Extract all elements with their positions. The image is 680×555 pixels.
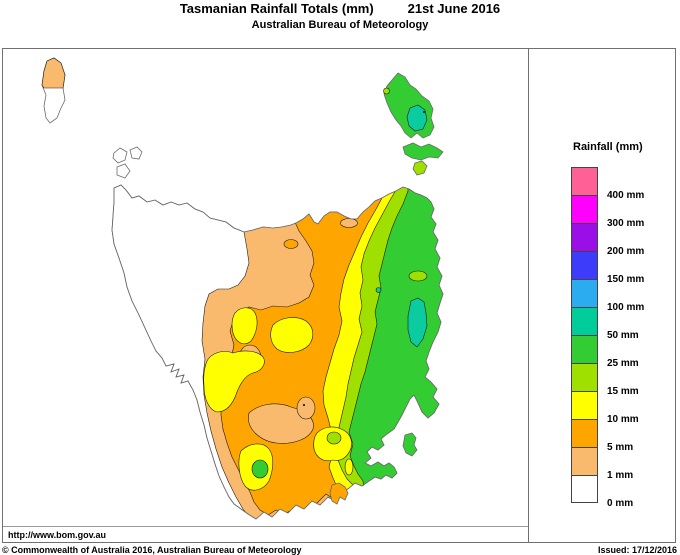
maria-island [402, 432, 418, 457]
cape-barren-island [402, 142, 444, 161]
flinders-island [383, 72, 435, 139]
page-title: Tasmanian Rainfall Totals (mm) 21st June … [0, 1, 680, 16]
station-dot [302, 403, 306, 407]
legend-row: 15 mm [571, 363, 639, 397]
legend-swatch [571, 419, 598, 447]
legend-label: 50 mm [607, 330, 639, 341]
map-panel: http://www.bom.gov.au [3, 49, 528, 542]
hunter-islands [112, 146, 143, 179]
legend-label: 15 mm [607, 386, 639, 397]
legend-label: 400 mm [607, 190, 645, 201]
bruny-island [329, 482, 349, 505]
legend-row: 200 mm [571, 223, 644, 257]
legend-label: 25 mm [607, 358, 639, 369]
subtitle: Australian Bureau of Meteorology [251, 19, 429, 31]
legend-swatch [571, 223, 598, 251]
legend-label: 300 mm [607, 218, 645, 229]
legend-row: 10 mm [571, 391, 639, 425]
yg-patch-southeast [326, 431, 342, 445]
sandy-patch-south [296, 396, 316, 420]
legend-label: 200 mm [607, 246, 645, 257]
legend-swatch [571, 363, 598, 391]
sandy-patch-northeast-coast [340, 218, 358, 228]
sandy-patch-south-central [248, 403, 314, 444]
rainfall-contours [201, 185, 443, 519]
legend-swatch [571, 279, 598, 307]
legend-label: 5 mm [607, 442, 634, 453]
yellow-patch-central-2 [270, 317, 314, 353]
title-date: 21st June 2016 [407, 1, 501, 16]
yellow-patch-west [203, 350, 265, 413]
green-patch-south [251, 459, 269, 479]
teal-dot [375, 287, 382, 293]
legend-row: 25 mm [571, 335, 639, 369]
station-dot [422, 110, 426, 114]
legend-row: 5 mm [571, 419, 633, 453]
legend-row: 50 mm [571, 307, 639, 341]
legend-title: Rainfall (mm) [573, 141, 643, 153]
legend-swatch [571, 447, 598, 475]
legend-row: 0 mm [571, 475, 633, 509]
issued-text: Issued: 17/12/2016 [597, 545, 677, 555]
tasmania-rainfall-map [41, 57, 444, 520]
legend-swatch [571, 167, 598, 195]
map-frame: http://www.bom.gov.au Rainfall (mm) 400 … [2, 48, 676, 543]
orange-patch-north [283, 239, 299, 249]
legend-label: 1 mm [607, 470, 634, 481]
yg-patch-east [408, 270, 428, 282]
legend-row: 1 mm [571, 447, 633, 481]
title-text: Tasmanian Rainfall Totals (mm) [179, 1, 374, 16]
yellow-patch-central-1 [231, 307, 258, 345]
legend-scale: 400 mm 300 mm 200 mm 150 mm 100 mm 50 mm 25 mm… [571, 167, 644, 509]
legend-swatch [571, 195, 598, 223]
legend-swatch [571, 335, 598, 363]
legend-swatch [571, 475, 598, 503]
yellow-strip-southeast [344, 458, 354, 476]
footer: © Commonwealth of Australia 2016, Austra… [2, 545, 677, 555]
legend-label: 100 mm [607, 302, 645, 313]
url-divider [3, 526, 528, 527]
legend-label: 150 mm [607, 274, 645, 285]
legend-row: 300 mm [571, 195, 644, 229]
legend-swatch [571, 307, 598, 335]
bom-url: http://www.bom.gov.au [8, 530, 106, 540]
copyright-text: © Commonwealth of Australia 2016, Austra… [2, 545, 302, 555]
teal-patch-east-coast [407, 297, 428, 348]
legend-swatch [571, 391, 598, 419]
legend-panel: Rainfall (mm) 400 mm 300 mm 200 mm 150 mm 10… [528, 49, 675, 542]
king-island [41, 57, 66, 124]
clarke-island [412, 160, 428, 176]
legend-swatch [571, 251, 598, 279]
legend-row: 100 mm [571, 279, 644, 313]
legend-row: 150 mm [571, 251, 644, 285]
legend-label: 0 mm [607, 498, 634, 509]
legend-label: 10 mm [607, 414, 639, 425]
legend-row: 400 mm [571, 167, 644, 201]
